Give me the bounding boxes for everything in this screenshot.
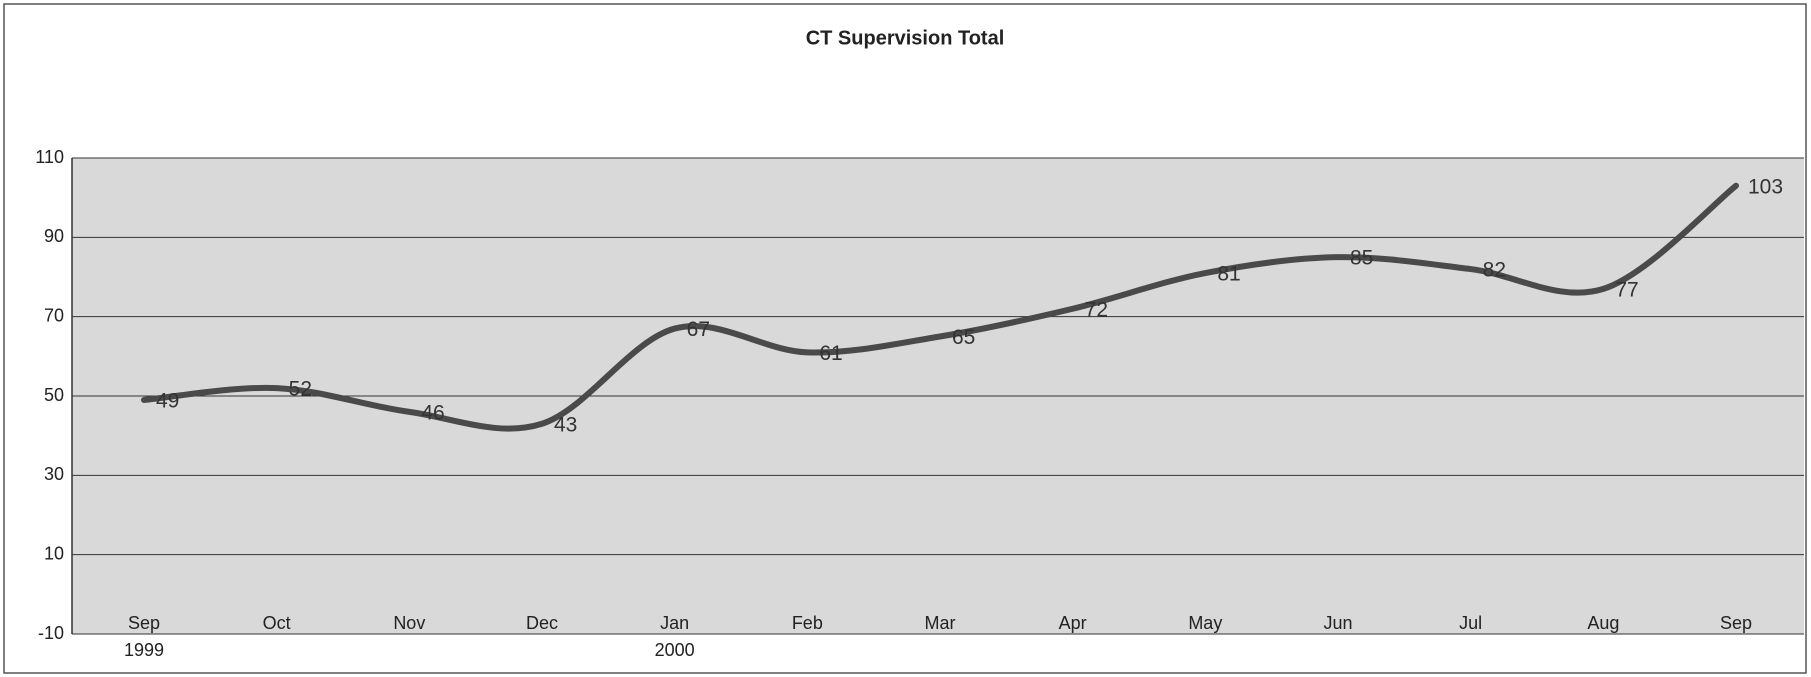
x-tick-label: Jun [1323,613,1352,633]
x-tick-label: Dec [526,613,558,633]
x-tick-label: May [1188,613,1222,633]
x-tick-sublabel: 2000 [655,640,695,660]
x-tick-label: Sep [1720,613,1752,633]
x-tick-label: Sep [128,613,160,633]
y-tick-label: 90 [44,226,64,246]
x-tick-label: Feb [792,613,823,633]
data-label: 65 [952,326,975,349]
y-tick-label: 50 [44,385,64,405]
data-label: 72 [1085,298,1108,321]
y-tick-label: 30 [44,464,64,484]
x-tick-label: Jul [1459,613,1482,633]
data-label: 67 [687,318,710,341]
chart-title: CT Supervision Total [806,27,1005,49]
x-tick-label: Jan [660,613,689,633]
y-tick-label: -10 [38,623,64,643]
data-label: 46 [421,401,444,424]
x-tick-label: Nov [393,613,425,633]
x-tick-sublabel: 1999 [124,640,164,660]
data-label: 85 [1350,247,1373,270]
data-label: 103 [1748,175,1783,198]
data-label: 77 [1615,278,1638,301]
x-tick-label: Apr [1059,613,1087,633]
y-tick-label: 110 [35,147,64,167]
data-label: 43 [554,413,577,436]
y-tick-label: 10 [44,543,64,563]
data-label: 81 [1217,263,1240,286]
data-label: 82 [1483,259,1506,282]
data-label: 52 [289,378,312,401]
data-label: 61 [819,342,842,365]
data-label: 49 [156,390,179,413]
line-series [141,182,1739,432]
x-tick-label: Aug [1587,613,1619,633]
x-tick-label: Oct [263,613,291,633]
x-tick-label: Mar [925,613,956,633]
y-tick-label: 70 [44,305,64,325]
